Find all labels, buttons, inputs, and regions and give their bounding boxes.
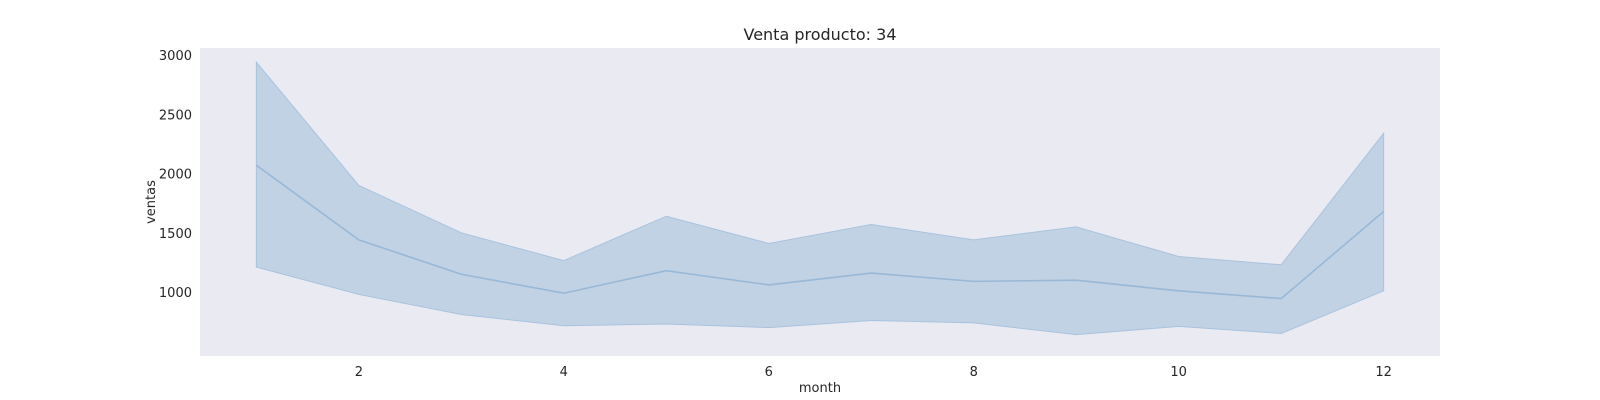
- y-axis-label: ventas: [144, 180, 159, 224]
- mean-line: [255, 164, 1385, 300]
- y-tick-label: 1000: [159, 286, 192, 301]
- x-axis-ticks: 2 4 6 8 10 12: [355, 365, 1392, 380]
- y-tick-label: 2500: [159, 108, 192, 123]
- x-tick-label: 6: [765, 365, 773, 380]
- x-axis-label: month: [799, 381, 841, 396]
- x-tick-label: 8: [970, 365, 978, 380]
- confidence-band: [255, 60, 1385, 336]
- y-tick-label: 2000: [159, 168, 192, 183]
- x-tick-label: 10: [1170, 365, 1187, 380]
- y-tick-label: 1500: [159, 227, 192, 242]
- y-axis-ticks: 1000 1500 2000 2500 3000: [159, 49, 192, 301]
- x-tick-label: 4: [560, 365, 568, 380]
- x-tick-label: 12: [1375, 365, 1392, 380]
- x-tick-label: 2: [355, 365, 363, 380]
- y-tick-label: 3000: [159, 49, 192, 64]
- chart-title: Venta producto: 34: [743, 25, 896, 44]
